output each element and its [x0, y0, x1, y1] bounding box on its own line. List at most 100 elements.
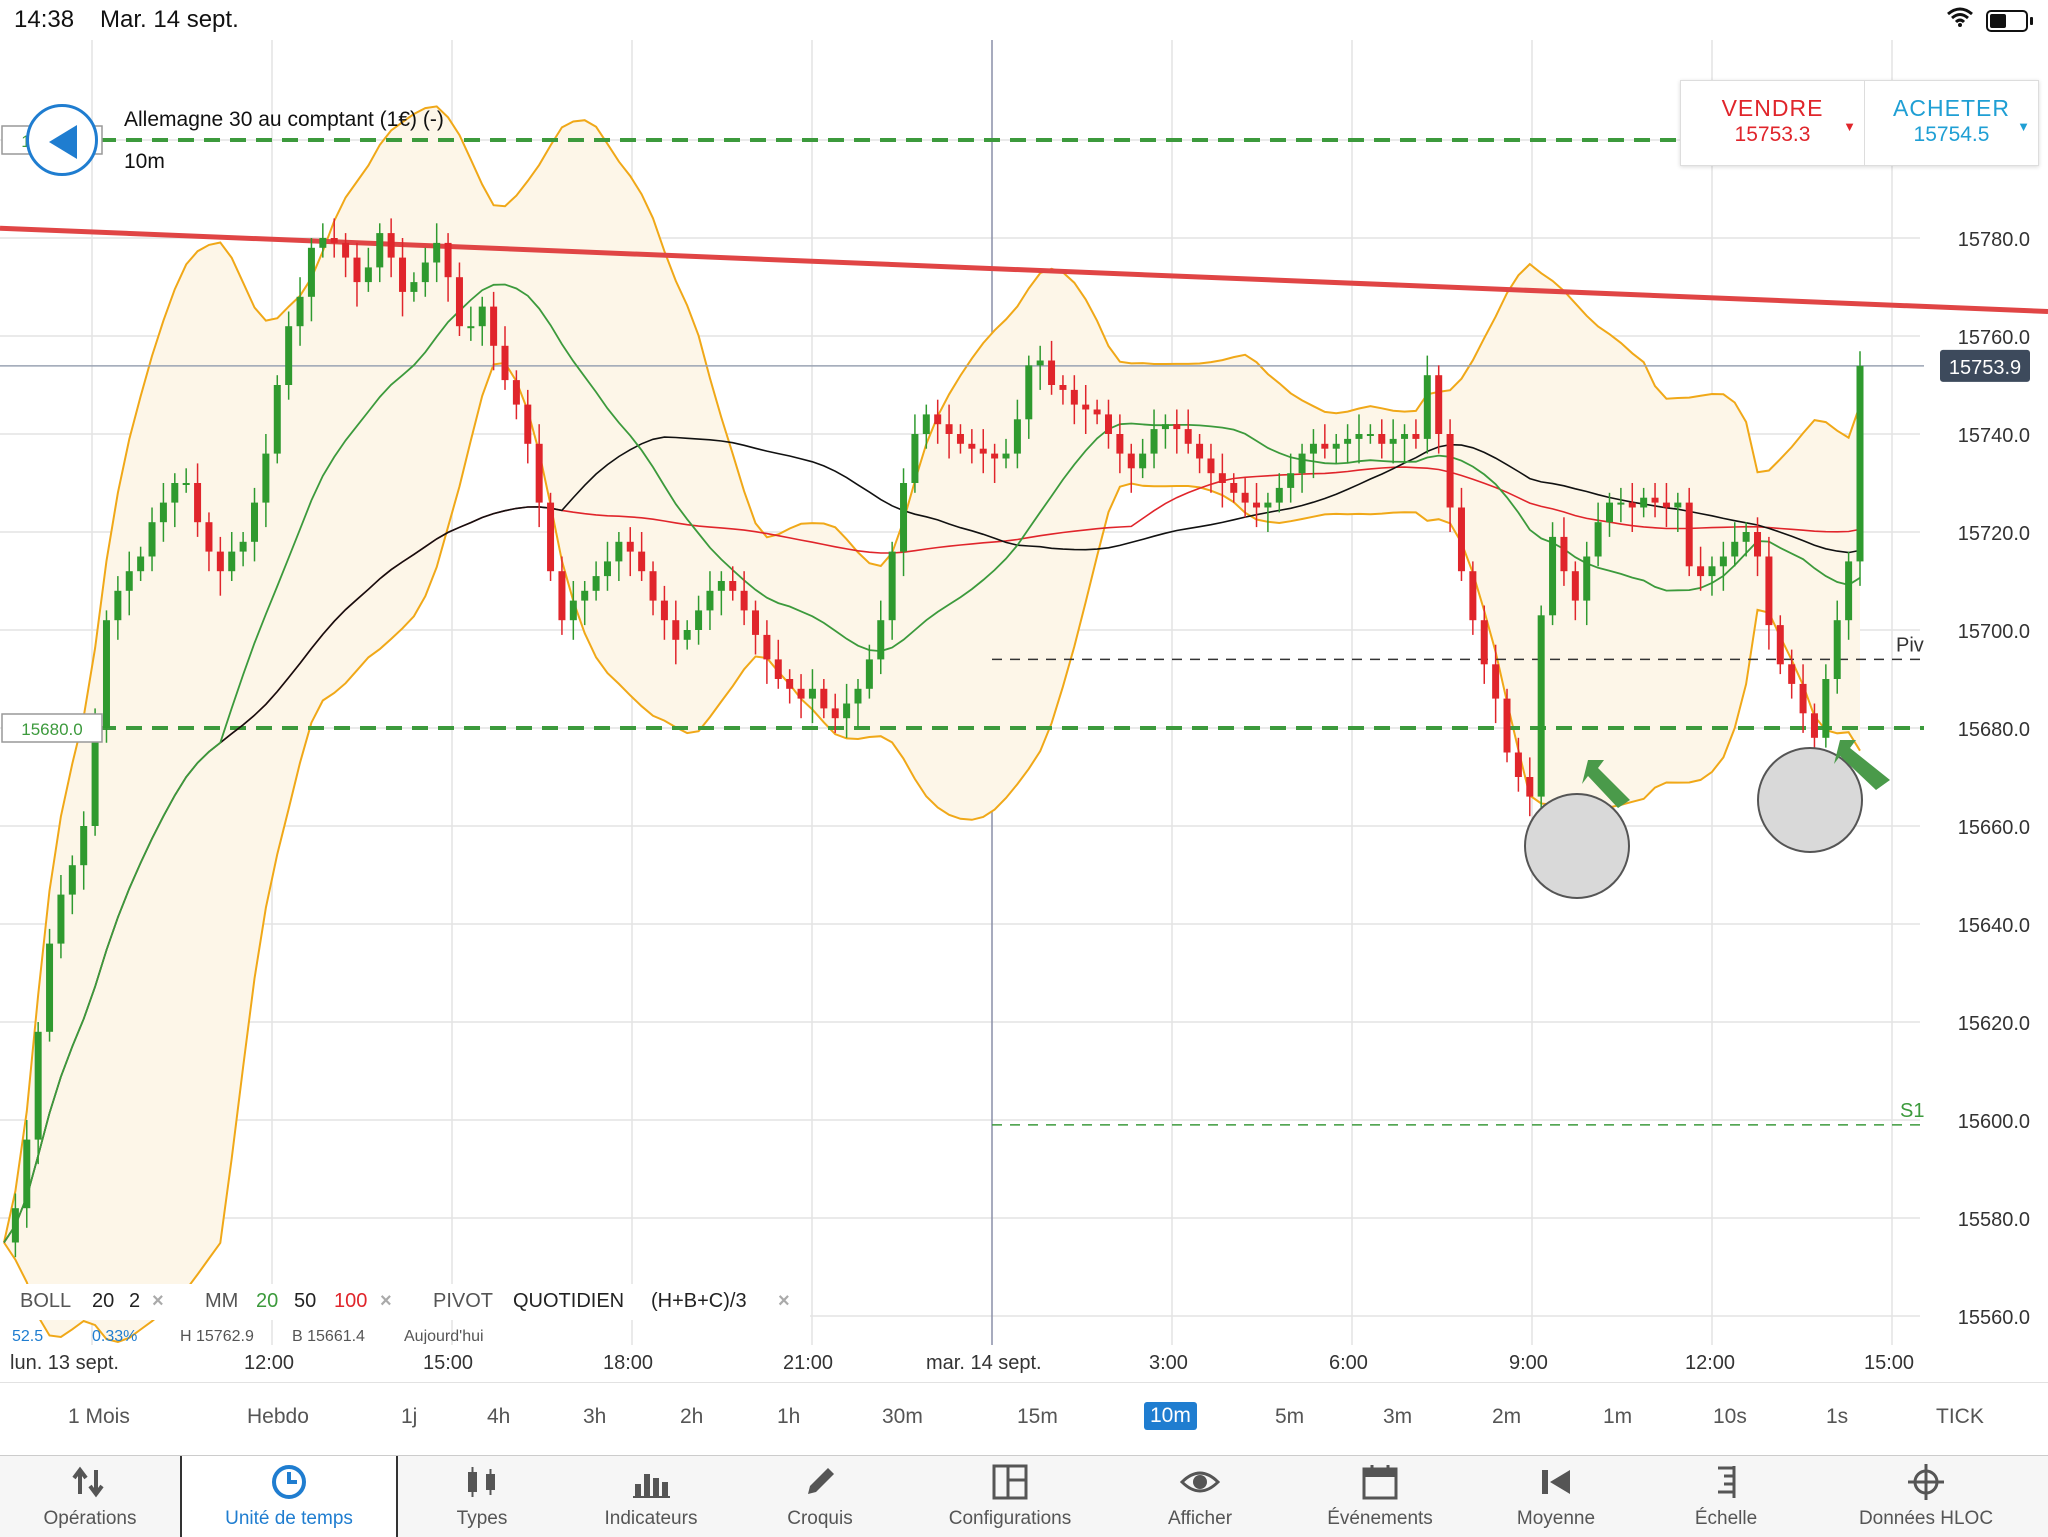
timeframe-4h[interactable]: 4h	[487, 1405, 511, 1428]
timeframe-1m[interactable]: 1m	[1603, 1405, 1633, 1428]
toolbar-time-unit[interactable]: Unité de temps	[180, 1456, 398, 1537]
timeframe-3m[interactable]: 3m	[1383, 1405, 1413, 1428]
candle-body	[307, 247, 315, 297]
toolbar-display[interactable]: Afficher	[1125, 1456, 1275, 1537]
annotation-circle	[1757, 747, 1863, 853]
back-button[interactable]	[26, 104, 98, 176]
buy-button[interactable]: ACHETER 15754.5 ▼	[1865, 81, 2038, 165]
toolbar-hloc-data[interactable]: Données HLOC	[1840, 1456, 2012, 1537]
candle-body	[1139, 453, 1147, 469]
crosshair-icon	[1908, 1464, 1944, 1500]
candle-body	[1082, 404, 1090, 410]
timeframe-2h[interactable]: 2h	[680, 1405, 704, 1428]
toolbar-events[interactable]: Événements	[1298, 1456, 1462, 1537]
timeframe-1-mois[interactable]: 1 Mois	[68, 1405, 130, 1428]
candle-body	[34, 1031, 42, 1140]
calendar-icon	[1362, 1465, 1398, 1500]
toolbar-sketch[interactable]: Croquis	[738, 1456, 902, 1537]
toolbar-types[interactable]: Types	[400, 1456, 564, 1537]
candle-body	[717, 581, 725, 591]
candle-body	[626, 541, 634, 552]
current-price-tag	[1940, 349, 2030, 382]
candle-body	[1651, 497, 1659, 503]
level-tag	[1, 713, 103, 743]
remove-mm-icon[interactable]: ×	[380, 1290, 392, 1312]
timeframe-2m[interactable]: 2m	[1492, 1405, 1522, 1428]
toolbar-average[interactable]: Moyenne	[1478, 1456, 1634, 1537]
timeframe-1s[interactable]: 1s	[1826, 1405, 1849, 1428]
timeframe-5m[interactable]: 5m	[1275, 1405, 1305, 1428]
candle-body	[1332, 443, 1340, 449]
candle-body	[1457, 507, 1465, 572]
candle-body	[1218, 473, 1226, 483]
candle-body	[68, 865, 76, 895]
boll-label[interactable]: BOLL	[20, 1290, 72, 1312]
indicator-legend: BOLL 20 2 × MM 20 50 100 × PIVOT QUOTIDI…	[0, 1284, 810, 1320]
toolbar-configurations[interactable]: Configurations	[930, 1456, 1090, 1537]
candle-body	[1207, 458, 1215, 474]
resistance-trendline	[0, 225, 2048, 314]
candle-body	[1230, 483, 1238, 493]
price-chart[interactable]: 15800.015780.015760.015740.015720.015700…	[0, 40, 2048, 1380]
candle-body	[137, 556, 145, 572]
timeframe-10m[interactable]: 10m	[1144, 1402, 1197, 1430]
toolbar-label: Types	[456, 1508, 508, 1529]
candle-body	[1742, 532, 1750, 542]
candle-body	[399, 257, 407, 292]
interval-label: 10m	[124, 150, 165, 173]
candle-body	[1583, 556, 1591, 601]
candle-body	[900, 483, 908, 552]
timeframe-1j[interactable]: 1j	[401, 1405, 418, 1428]
candle-body	[1605, 502, 1613, 523]
timeframe-1h[interactable]: 1h	[777, 1405, 801, 1428]
candle-body	[1275, 487, 1283, 503]
candle-body	[1366, 434, 1374, 436]
candlestick-chart-svg[interactable]: 15800.015780.015760.015740.015720.015700…	[0, 40, 2048, 1380]
timeframe-tick[interactable]: TICK	[1936, 1405, 1984, 1428]
timeframe-30m[interactable]: 30m	[882, 1405, 923, 1428]
candle-body	[968, 443, 976, 449]
toolbar-indicators[interactable]: Indicateurs	[564, 1456, 738, 1537]
candle-body	[330, 238, 338, 243]
pivot-label[interactable]: PIVOT	[433, 1290, 494, 1312]
toolbar-operations[interactable]: Opérations	[0, 1456, 180, 1537]
time-label: 9:00	[1509, 1352, 1548, 1374]
timeframe-3h[interactable]: 3h	[583, 1405, 607, 1428]
candle-body	[1526, 777, 1534, 797]
scale-icon	[1718, 1466, 1736, 1498]
price-tick-label: 15560.0	[1958, 1307, 2030, 1329]
status-date: Mar. 14 sept.	[100, 6, 239, 33]
candle-body	[251, 502, 259, 542]
candle-body	[683, 630, 691, 640]
session-high: H 15762.9	[180, 1328, 254, 1344]
mm-20: 20	[256, 1290, 279, 1312]
toolbar-label: Données HLOC	[1858, 1508, 1994, 1529]
mm-label[interactable]: MM	[205, 1290, 239, 1312]
timeframe-15m[interactable]: 15m	[1017, 1405, 1058, 1428]
candle-body	[797, 688, 805, 699]
candle-body	[171, 483, 179, 503]
timeframe-hebdo[interactable]: Hebdo	[247, 1405, 309, 1428]
candle-body	[1537, 615, 1545, 797]
price-tick-label: 15620.0	[1958, 1013, 2030, 1035]
candle-body	[524, 404, 532, 444]
candle-body	[57, 894, 65, 944]
sell-button[interactable]: VENDRE 15753.3 ▼	[1681, 81, 1865, 165]
remove-pivot-icon[interactable]: ×	[778, 1290, 790, 1312]
candle-body	[1298, 453, 1306, 474]
candle-body	[558, 571, 566, 621]
legend-subline: 52.5 0.33% H 15762.9 B 15661.4 Aujourd'h…	[0, 1328, 560, 1344]
candle-body	[774, 659, 782, 679]
price-tick-label: 15600.0	[1958, 1111, 2030, 1133]
candle-body	[1469, 571, 1477, 621]
candle-body	[1013, 419, 1021, 454]
candle-body	[922, 414, 930, 434]
toolbar-scale[interactable]: Échelle	[1660, 1456, 1792, 1537]
candle-body	[1253, 502, 1261, 508]
candle-body	[831, 708, 839, 719]
ma50-line	[3, 436, 1861, 1243]
remove-boll-icon[interactable]: ×	[152, 1290, 164, 1312]
current-price-label: 15753.9	[1949, 357, 2021, 379]
mm-50: 50	[294, 1290, 317, 1312]
timeframe-10s[interactable]: 10s	[1713, 1405, 1747, 1428]
